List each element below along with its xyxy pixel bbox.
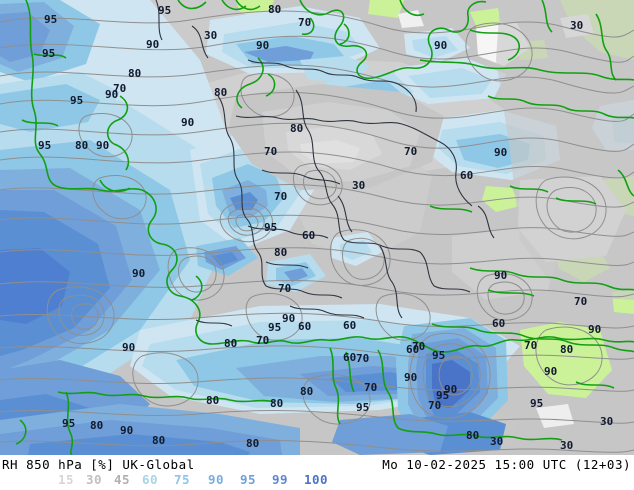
legend-tick: 45 bbox=[114, 472, 131, 487]
contour-label: 95 bbox=[70, 94, 84, 107]
map-datetime: Mo 10-02-2025 15:00 UTC (12+03) bbox=[382, 457, 631, 472]
contour-label: 80 bbox=[274, 246, 288, 259]
rh-field-svg bbox=[0, 0, 634, 455]
contour-label: 90 bbox=[96, 139, 110, 152]
contour-label: 95 bbox=[356, 401, 370, 414]
contour-label: 60 bbox=[302, 229, 316, 242]
legend-scale: 15 30 45 60 75 90 95 99 100 bbox=[0, 472, 634, 488]
coastlines bbox=[15, 0, 634, 455]
contour-label: 70 bbox=[264, 145, 278, 158]
contour-label: 70 bbox=[524, 339, 538, 352]
contour-label: 30 bbox=[204, 29, 218, 42]
rh-shaded-bands bbox=[0, 0, 634, 455]
footer-bar: RH 850 hPa [%] UK-Global Mo 10-02-2025 1… bbox=[0, 455, 634, 490]
contour-label: 30 bbox=[352, 179, 366, 192]
contour-label: 30 bbox=[600, 415, 614, 428]
contour-label: 95 bbox=[38, 139, 52, 152]
contour-label: 90 bbox=[544, 365, 558, 378]
contour-label: 60 bbox=[298, 320, 312, 333]
contour-label: 95 bbox=[268, 321, 282, 334]
contour-label: 70 bbox=[574, 295, 588, 308]
contour-label: 95 bbox=[436, 389, 450, 402]
contour-label: 30 bbox=[560, 439, 574, 452]
contour-label: 95 bbox=[42, 47, 56, 60]
map-title: RH 850 hPa [%] UK-Global bbox=[2, 457, 195, 472]
contour-label: 80 bbox=[90, 419, 104, 432]
contour-label: 30 bbox=[490, 435, 504, 448]
contour-label: 70 bbox=[256, 334, 270, 347]
contour-label: 95 bbox=[264, 221, 278, 234]
contour-label: 80 bbox=[214, 86, 228, 99]
contour-label: 90 bbox=[444, 383, 458, 396]
contour-label: 60 bbox=[343, 319, 357, 332]
contour-label: 70 bbox=[412, 340, 426, 353]
contour-label: 80 bbox=[290, 122, 304, 135]
contour-label: 60 bbox=[460, 169, 474, 182]
legend-tick: 15 bbox=[58, 472, 75, 487]
contour-label: 90 bbox=[494, 146, 508, 159]
contour-label: 70 bbox=[278, 282, 292, 295]
contour-label: 80 bbox=[152, 434, 166, 447]
contour-label: 80 bbox=[75, 139, 89, 152]
contour-label: 80 bbox=[246, 437, 260, 450]
contour-label: 90 bbox=[122, 341, 136, 354]
contour-label: 90 bbox=[256, 39, 270, 52]
contour-label: 95 bbox=[44, 13, 58, 26]
contour-label: 90 bbox=[434, 39, 448, 52]
contour-label: 70 bbox=[298, 16, 312, 29]
contour-label: 30 bbox=[570, 19, 584, 32]
contour-label: 80 bbox=[300, 385, 314, 398]
contour-label: 80 bbox=[224, 337, 238, 350]
contour-label: 95 bbox=[432, 349, 446, 362]
contour-label: 90 bbox=[132, 267, 146, 280]
map-canvas[interactable]: 95 30 80 70 30 95 95 90 90 90 95 70 80 90 80 80 90 95 80 90… bbox=[0, 0, 634, 455]
legend-tick: 90 bbox=[208, 472, 225, 487]
legend-tick: 60 bbox=[142, 472, 159, 487]
contour-label: 70 bbox=[274, 190, 288, 203]
country-borders bbox=[155, 0, 495, 327]
contour-label: 90 bbox=[404, 371, 418, 384]
contour-label: 80 bbox=[268, 3, 282, 16]
contour-label: 90 bbox=[181, 116, 195, 129]
contour-label: 80 bbox=[560, 343, 574, 356]
contour-label: 70 bbox=[364, 381, 378, 394]
contour-label: 70 bbox=[356, 352, 370, 365]
contour-label: 70 bbox=[428, 399, 442, 412]
contour-label: 70 bbox=[113, 82, 127, 95]
contour-label: 90 bbox=[146, 38, 160, 51]
contour-label: 80 bbox=[128, 67, 142, 80]
contour-label: 95 bbox=[62, 417, 76, 430]
contour-label: 95 bbox=[530, 397, 544, 410]
legend-tick: 99 bbox=[272, 472, 289, 487]
legend-tick: 95 bbox=[240, 472, 257, 487]
contour-label: 60 bbox=[406, 343, 420, 356]
contour-label: 95 bbox=[158, 4, 172, 17]
contour-label: 90 bbox=[105, 88, 119, 101]
contour-label: 90 bbox=[282, 312, 296, 325]
contour-label: 80 bbox=[270, 397, 284, 410]
rh-contour-lines bbox=[0, 10, 634, 453]
contour-label: 80 bbox=[206, 394, 220, 407]
contour-label: 90 bbox=[494, 269, 508, 282]
contour-label: 90 bbox=[588, 323, 602, 336]
contour-label: 80 bbox=[466, 429, 480, 442]
legend-tick: 30 bbox=[86, 472, 103, 487]
contour-label: 60 bbox=[492, 317, 506, 330]
contour-label: 70 bbox=[404, 145, 418, 158]
legend-tick: 75 bbox=[174, 472, 191, 487]
contour-label: 60 bbox=[343, 351, 357, 364]
legend-tick: 100 bbox=[304, 472, 329, 487]
contour-label: 90 bbox=[120, 424, 134, 437]
